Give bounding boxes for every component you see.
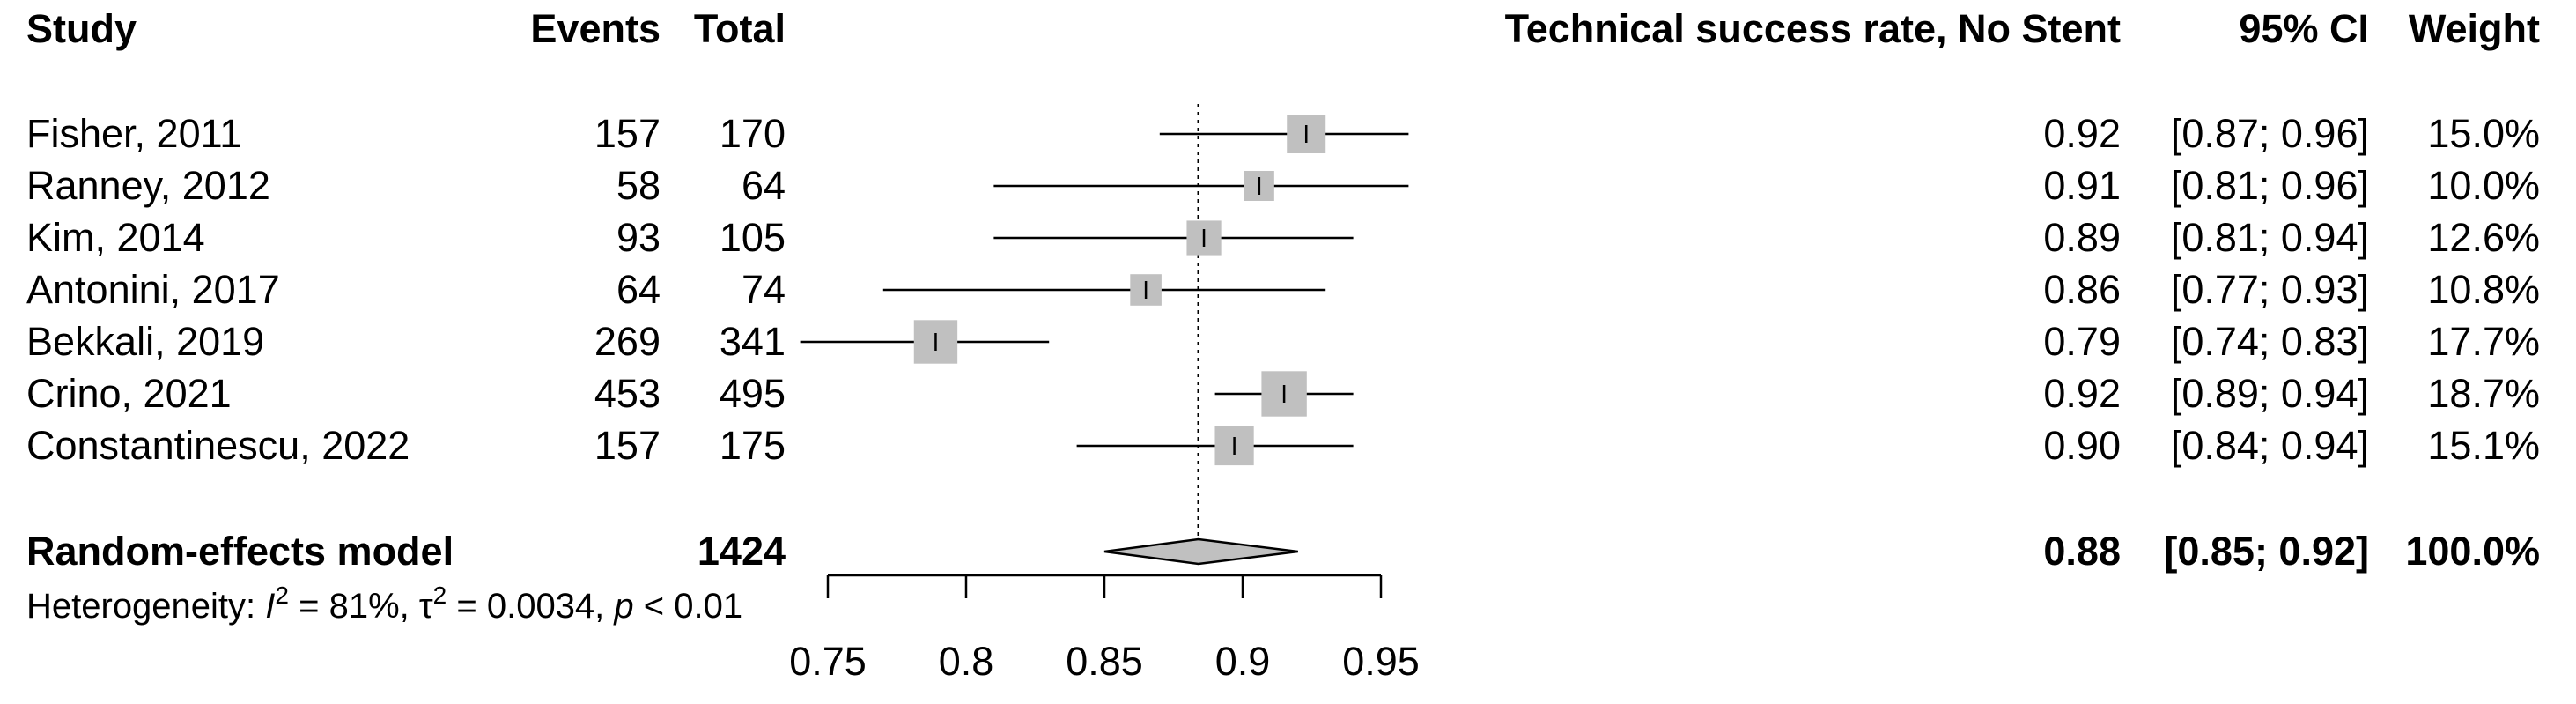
events-cell: 157 bbox=[594, 423, 661, 468]
study-label: Constantinescu, 2022 bbox=[26, 423, 410, 468]
pooled-estimate: 0.88 bbox=[2043, 529, 2121, 574]
study-label: Kim, 2014 bbox=[26, 215, 205, 260]
x-tick-label: 0.85 bbox=[1066, 639, 1143, 684]
ci-cell: [0.77; 0.93] bbox=[2171, 267, 2369, 312]
events-cell: 157 bbox=[594, 111, 661, 156]
heterogeneity-text: Heterogeneity: I2 = 81%, τ2 = 0.0034, p … bbox=[26, 582, 742, 626]
weight-cell: 15.1% bbox=[2427, 423, 2540, 468]
header-ci: 95% CI bbox=[2239, 6, 2369, 51]
header-total: Total bbox=[694, 6, 786, 51]
study-label: Ranney, 2012 bbox=[26, 163, 270, 208]
ci-cell: [0.87; 0.96] bbox=[2171, 111, 2369, 156]
ci-cell: [0.81; 0.96] bbox=[2171, 163, 2369, 208]
ci-cell: [0.74; 0.83] bbox=[2171, 319, 2369, 364]
weight-cell: 18.7% bbox=[2427, 371, 2540, 416]
header-weight: Weight bbox=[2409, 6, 2540, 51]
total-cell: 74 bbox=[742, 267, 786, 312]
estimate-cell: 0.92 bbox=[2043, 111, 2121, 156]
x-tick-label: 0.95 bbox=[1342, 639, 1420, 684]
total-cell: 105 bbox=[720, 215, 786, 260]
pooled-diamond bbox=[1103, 537, 1298, 566]
pooled-label: Random-effects model bbox=[26, 529, 454, 574]
study-label: Crino, 2021 bbox=[26, 371, 232, 416]
estimate-cell: 0.90 bbox=[2043, 423, 2121, 468]
events-cell: 93 bbox=[616, 215, 661, 260]
x-tick-label: 0.9 bbox=[1215, 639, 1271, 684]
pooled-ci: [0.85; 0.92] bbox=[2164, 529, 2369, 574]
total-cell: 170 bbox=[720, 111, 786, 156]
estimate-cell: 0.91 bbox=[2043, 163, 2121, 208]
estimate-cell: 0.79 bbox=[2043, 319, 2121, 364]
study-label: Fisher, 2011 bbox=[26, 111, 241, 156]
weight-cell: 15.0% bbox=[2427, 111, 2540, 156]
events-cell: 58 bbox=[616, 163, 661, 208]
study-label: Antonini, 2017 bbox=[26, 267, 280, 312]
weight-cell: 17.7% bbox=[2427, 319, 2540, 364]
events-cell: 269 bbox=[594, 319, 661, 364]
study-label: Bekkali, 2019 bbox=[26, 319, 264, 364]
weight-cell: 12.6% bbox=[2427, 215, 2540, 260]
pooled-total: 1424 bbox=[698, 529, 786, 574]
total-cell: 175 bbox=[720, 423, 786, 468]
weight-cell: 10.0% bbox=[2427, 163, 2540, 208]
ci-cell: [0.84; 0.94] bbox=[2171, 423, 2369, 468]
total-cell: 341 bbox=[720, 319, 786, 364]
ci-cell: [0.89; 0.94] bbox=[2171, 371, 2369, 416]
header-events: Events bbox=[530, 6, 661, 51]
weight-cell: 10.8% bbox=[2427, 267, 2540, 312]
estimate-cell: 0.89 bbox=[2043, 215, 2121, 260]
events-cell: 453 bbox=[594, 371, 661, 416]
header-study: Study bbox=[26, 6, 137, 51]
pooled-weight: 100.0% bbox=[2405, 529, 2540, 574]
header-effect: Technical success rate, No Stent bbox=[1505, 6, 2121, 51]
ci-cell: [0.81; 0.94] bbox=[2171, 215, 2369, 260]
total-cell: 495 bbox=[720, 371, 786, 416]
estimate-cell: 0.92 bbox=[2043, 371, 2121, 416]
x-tick-label: 0.8 bbox=[939, 639, 994, 684]
x-tick-label: 0.75 bbox=[789, 639, 867, 684]
events-cell: 64 bbox=[616, 267, 661, 312]
total-cell: 64 bbox=[742, 163, 786, 208]
estimate-cell: 0.86 bbox=[2043, 267, 2121, 312]
